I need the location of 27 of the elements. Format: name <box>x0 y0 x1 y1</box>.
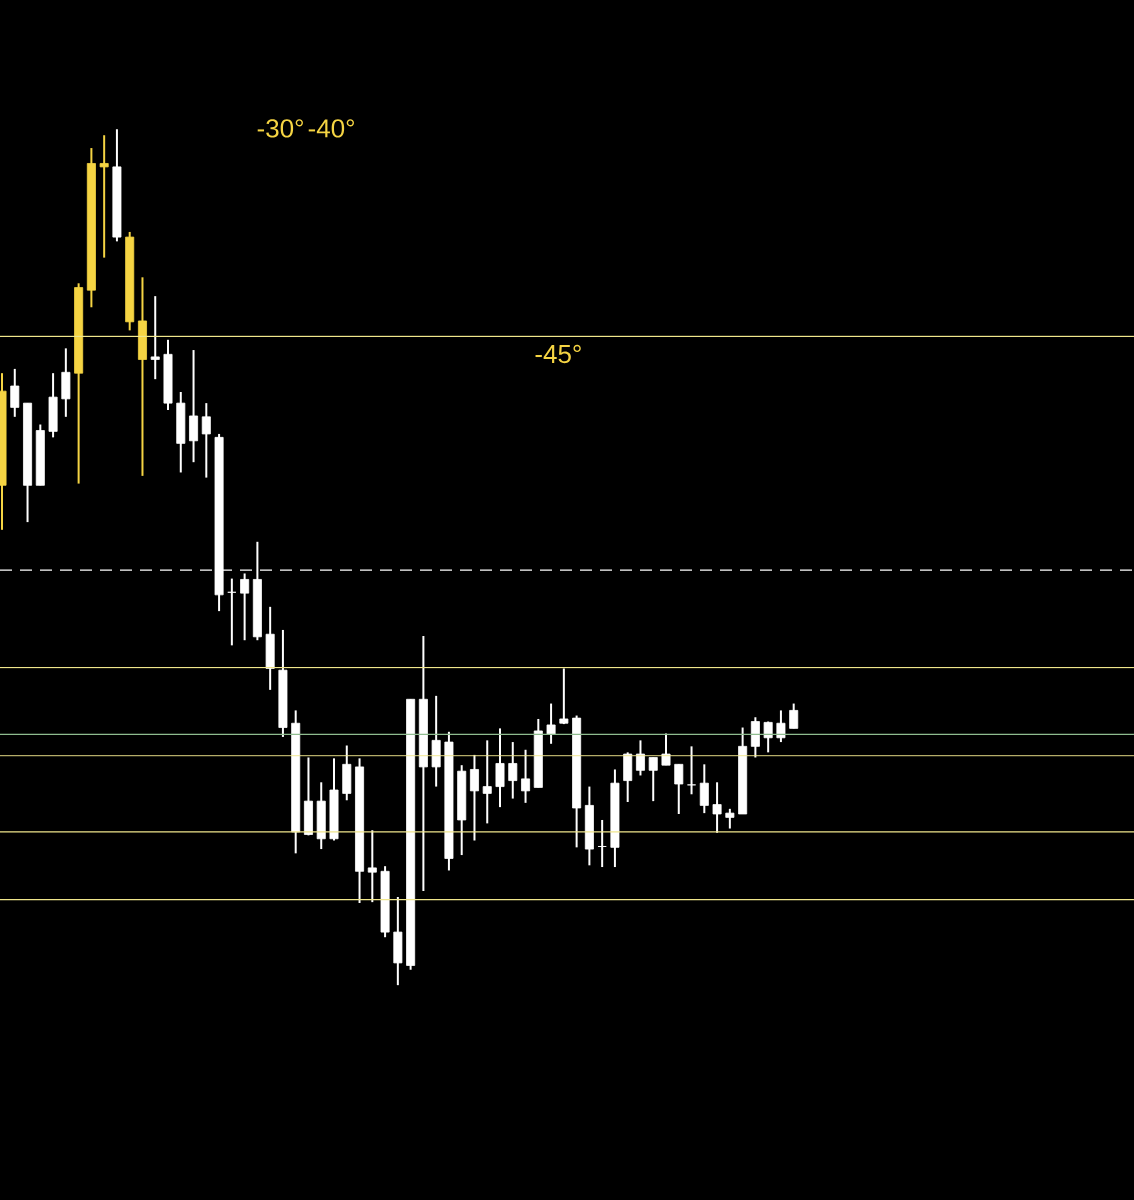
annotation: -30° <box>257 119 303 138</box>
candlestick <box>674 763 684 815</box>
candlestick <box>150 295 160 381</box>
candlestick <box>763 720 773 754</box>
candlestick <box>687 745 697 796</box>
candlestick <box>635 739 645 777</box>
candlestick <box>712 781 722 834</box>
candlestick <box>495 727 505 809</box>
candlestick <box>699 763 709 815</box>
candlestick <box>99 134 109 259</box>
candlestick <box>725 807 735 830</box>
candlestick <box>469 753 479 842</box>
candlestick <box>648 756 658 803</box>
candlestick <box>240 572 250 642</box>
annotation: -40° <box>308 119 354 138</box>
annotation: -45° <box>535 344 581 364</box>
candlestick <box>367 829 377 904</box>
candlestick <box>776 709 786 744</box>
candlestick <box>661 732 671 767</box>
candlestick <box>482 739 492 825</box>
candlestick <box>789 702 799 730</box>
candlestick <box>559 667 569 726</box>
candlestick <box>546 702 556 745</box>
candlestick <box>508 741 518 800</box>
candlestick <box>201 402 211 479</box>
candlestick <box>10 367 20 418</box>
candlestick <box>521 748 531 804</box>
